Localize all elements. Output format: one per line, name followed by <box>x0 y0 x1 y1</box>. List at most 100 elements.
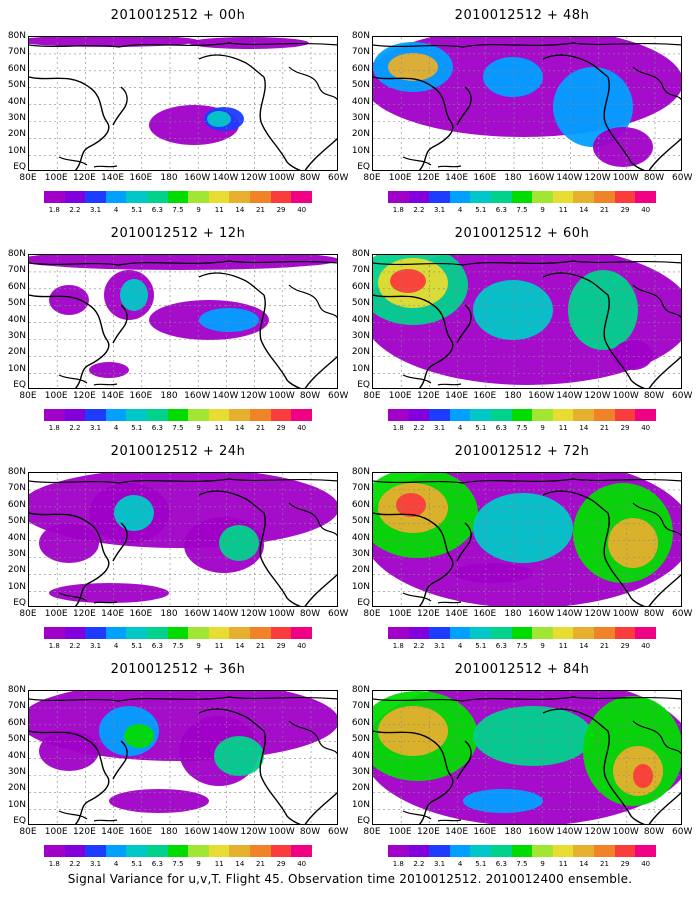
variance-region <box>109 789 209 813</box>
longitude-label: 140W <box>212 173 239 183</box>
variance-region <box>396 493 426 517</box>
colorbar-label: 9 <box>540 642 545 650</box>
colorbar-swatch <box>614 409 636 421</box>
arctic-coastline <box>29 478 337 484</box>
japan-coastline <box>112 740 128 780</box>
colorbar <box>388 627 656 639</box>
colorbar-swatch <box>85 845 106 857</box>
longitude-label: 180 <box>160 827 178 837</box>
colorbar-swatch <box>635 191 656 203</box>
colorbar-label: 2.2 <box>69 860 81 868</box>
variance-region <box>388 53 438 81</box>
variance-region <box>553 67 633 147</box>
colorbar-label: 4 <box>113 642 119 650</box>
north-america-coastline <box>603 730 681 824</box>
variance-region <box>453 563 533 583</box>
north-america-coastline <box>603 294 681 388</box>
indonesia-coastline <box>402 810 462 822</box>
colorbar-labels: 1.8 2.2 3.1 4 5.1 6.3 7.5 9 11 14 21 29 40 <box>44 424 312 434</box>
longitude-label: 100E <box>388 391 412 401</box>
colorbar-label: 11 <box>214 424 224 432</box>
colorbar-swatch <box>449 845 471 857</box>
map-canvas <box>29 255 337 388</box>
colorbar-label: 3.1 <box>89 424 102 432</box>
longitude-label: 160W <box>184 173 211 183</box>
panel-title: 2010012512 + 24h <box>110 444 246 459</box>
colorbar-swatch <box>250 627 271 639</box>
latitude-label: 80N <box>7 467 26 477</box>
figure-caption: Signal Variance for u,v,T. Flight 45. Ob… <box>67 872 633 886</box>
colorbar-label: 14 <box>579 642 589 650</box>
japan-coastline <box>112 304 128 344</box>
variance-region <box>483 57 543 97</box>
longitude-label: 120W <box>240 391 267 401</box>
latitude-label: 60N <box>351 717 370 728</box>
north-america-coastline <box>259 512 337 606</box>
latitude-label: 30N <box>351 113 370 123</box>
longitude-label: 160E <box>473 827 497 837</box>
latitude-label: 40N <box>351 750 370 761</box>
colorbar-swatch <box>491 191 512 203</box>
variance-region <box>39 523 99 563</box>
latitude-label: 50N <box>7 734 26 745</box>
latitude-label: EQ <box>13 816 26 827</box>
colorbar-swatch <box>614 627 636 639</box>
longitude-label: 160E <box>129 173 153 183</box>
colorbar-swatch <box>388 627 409 639</box>
colorbar-swatch <box>270 845 292 857</box>
colorbar-label: 40 <box>297 424 307 432</box>
longitude-label: 60W <box>328 173 349 183</box>
colorbar-swatch <box>511 409 533 421</box>
colorbar-swatch <box>449 409 471 421</box>
colorbar-label: 1.8 <box>392 206 404 214</box>
latitude-label: 70N <box>351 47 370 58</box>
colorbar-swatch <box>85 409 106 421</box>
longitude-label: 60W <box>672 173 693 183</box>
japan-coastline <box>112 86 128 126</box>
colorbar-swatch <box>105 409 127 421</box>
indonesia-coastline <box>58 592 118 604</box>
longitude-label: 80E <box>19 173 37 183</box>
colorbar-label: 2.2 <box>413 424 425 432</box>
north-america-coastline <box>259 76 337 170</box>
panel-title: 2010012512 + 48h <box>454 8 590 23</box>
colorbar-swatch <box>511 627 533 639</box>
latitude-label: 10N <box>351 145 370 156</box>
colorbar-swatch <box>44 409 65 421</box>
colorbar-swatch <box>408 409 430 421</box>
latitude-label: 40N <box>7 532 26 543</box>
hudson-coastline <box>632 720 681 755</box>
map-canvas <box>29 37 337 170</box>
colorbar-swatch <box>44 191 65 203</box>
variance-region <box>124 724 154 748</box>
colorbar-swatch <box>188 409 209 421</box>
colorbar <box>388 845 656 857</box>
colorbar-swatch <box>594 409 615 421</box>
panel-title: 2010012512 + 12h <box>110 226 246 241</box>
latitude-label: 30N <box>351 767 370 777</box>
colorbar-swatch <box>573 845 595 857</box>
map-area <box>28 36 338 171</box>
alaska-coastline <box>198 272 265 296</box>
map-panel: 2010012512 + 72h 80N 70N 60N 50N 40N 30N 20N 10N… <box>352 444 693 669</box>
longitude-label: 140E <box>445 827 469 837</box>
latitude-label: EQ <box>357 162 370 173</box>
variance-region <box>378 706 448 756</box>
latitude-label: 10N <box>7 363 26 374</box>
colorbar-label: 40 <box>297 860 307 868</box>
longitude-label: 140E <box>101 827 125 837</box>
latitude-label: 50N <box>351 298 370 309</box>
map-area <box>28 690 338 825</box>
colorbar-label: 3.1 <box>89 642 102 650</box>
hudson-coastline <box>632 502 681 537</box>
colorbar-swatch <box>532 627 553 639</box>
colorbar-label: 1.8 <box>48 860 60 868</box>
latitude-label: 60N <box>7 499 26 510</box>
longitude-label: 160W <box>528 391 555 401</box>
colorbar-swatch <box>250 845 271 857</box>
longitude-label: 100W <box>268 173 295 183</box>
colorbar-swatch <box>188 845 209 857</box>
colorbar-swatch <box>429 191 450 203</box>
hudson-coastline <box>288 502 337 537</box>
colorbar <box>44 191 312 203</box>
